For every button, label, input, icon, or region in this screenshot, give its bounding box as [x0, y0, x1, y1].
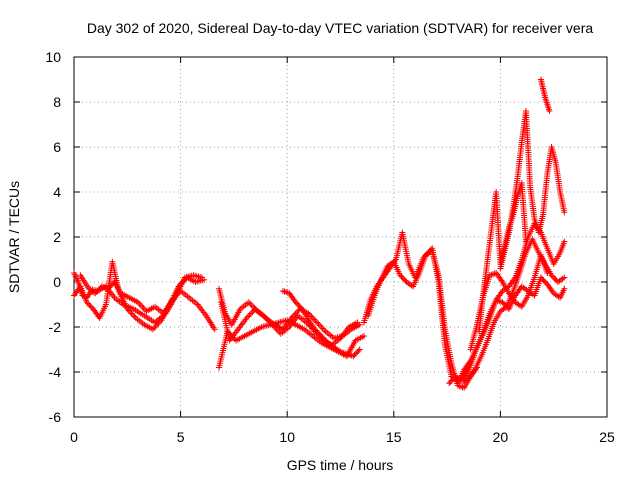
data-point — [351, 351, 358, 358]
data-point — [546, 108, 553, 114]
data-point — [399, 274, 406, 281]
data-point — [318, 333, 325, 339]
data-point — [211, 326, 218, 333]
y-tick-label: -2 — [49, 319, 62, 335]
data-point — [549, 273, 556, 280]
x-tick-label: 10 — [279, 429, 295, 445]
data-point — [83, 299, 90, 306]
data-point — [561, 209, 568, 216]
data-point — [398, 273, 405, 280]
series-track-10 — [446, 236, 568, 387]
data-point — [537, 274, 544, 281]
data-point — [401, 276, 408, 283]
data-point — [198, 274, 205, 281]
axis-ticks: 0 5 10 15 20 25 -6 -4 -2 0 2 4 6 8 10 — [45, 49, 615, 445]
data-point — [354, 349, 361, 356]
data-point — [499, 299, 506, 306]
series-track-16 — [537, 76, 553, 114]
y-tick-label: -6 — [49, 409, 62, 425]
data-point — [360, 333, 367, 339]
data-points — [71, 76, 568, 391]
data-point — [314, 328, 321, 335]
data-point — [447, 378, 454, 385]
data-point — [317, 331, 324, 338]
data-point — [292, 299, 299, 306]
data-point — [503, 303, 510, 310]
data-point — [448, 377, 455, 384]
x-tick-label: 15 — [386, 429, 402, 445]
data-point — [552, 276, 559, 283]
data-point — [544, 270, 551, 276]
y-tick-label: -4 — [49, 364, 62, 380]
series-track-12 — [461, 274, 568, 384]
data-point — [561, 274, 568, 281]
data-point — [297, 304, 304, 311]
data-point — [352, 350, 359, 357]
data-point — [85, 300, 92, 307]
data-point — [87, 303, 94, 310]
data-point — [561, 285, 568, 292]
data-point — [354, 319, 361, 326]
data-point — [548, 272, 555, 279]
data-point — [296, 303, 303, 310]
data-point — [426, 247, 433, 254]
data-point — [502, 301, 509, 308]
y-tick-label: 6 — [53, 139, 61, 155]
data-point — [311, 326, 318, 333]
data-point — [315, 330, 322, 337]
data-point — [319, 334, 326, 341]
data-point — [551, 274, 558, 281]
data-point — [320, 335, 327, 342]
series-track-14 — [476, 180, 529, 335]
data-point — [295, 301, 302, 308]
data-point — [539, 275, 546, 282]
data-point — [313, 327, 320, 334]
series-track-7 — [279, 288, 363, 360]
y-tick-label: 0 — [53, 274, 61, 290]
data-point — [86, 301, 93, 308]
data-point — [422, 252, 429, 258]
data-point — [450, 376, 457, 383]
chart-title: Day 302 of 2020, Sidereal Day-to-day VTE… — [87, 20, 593, 36]
x-tick-label: 0 — [70, 429, 78, 445]
x-tick-label: 20 — [493, 429, 509, 445]
data-point — [424, 250, 431, 257]
series-track-3 — [77, 272, 205, 326]
y-tick-label: 10 — [45, 49, 61, 65]
y-tick-label: 8 — [53, 94, 61, 110]
series-track-15 — [497, 108, 568, 272]
data-point — [500, 300, 507, 307]
data-point — [350, 353, 357, 360]
x-axis-label: GPS time / hours — [287, 457, 394, 473]
x-tick-label: 5 — [177, 429, 185, 445]
data-point — [355, 347, 362, 354]
y-tick-label: 4 — [53, 184, 61, 200]
y-axis-label: SDTVAR / TECUs — [6, 181, 22, 293]
data-point — [397, 272, 404, 279]
data-point — [446, 380, 453, 387]
data-point — [356, 346, 363, 353]
data-point — [294, 300, 301, 307]
data-point — [541, 278, 548, 285]
x-tick-label: 25 — [599, 429, 615, 445]
y-tick-label: 2 — [53, 229, 61, 245]
data-point — [540, 277, 547, 284]
data-point — [561, 238, 568, 245]
data-point — [522, 238, 529, 245]
data-point — [322, 337, 329, 344]
